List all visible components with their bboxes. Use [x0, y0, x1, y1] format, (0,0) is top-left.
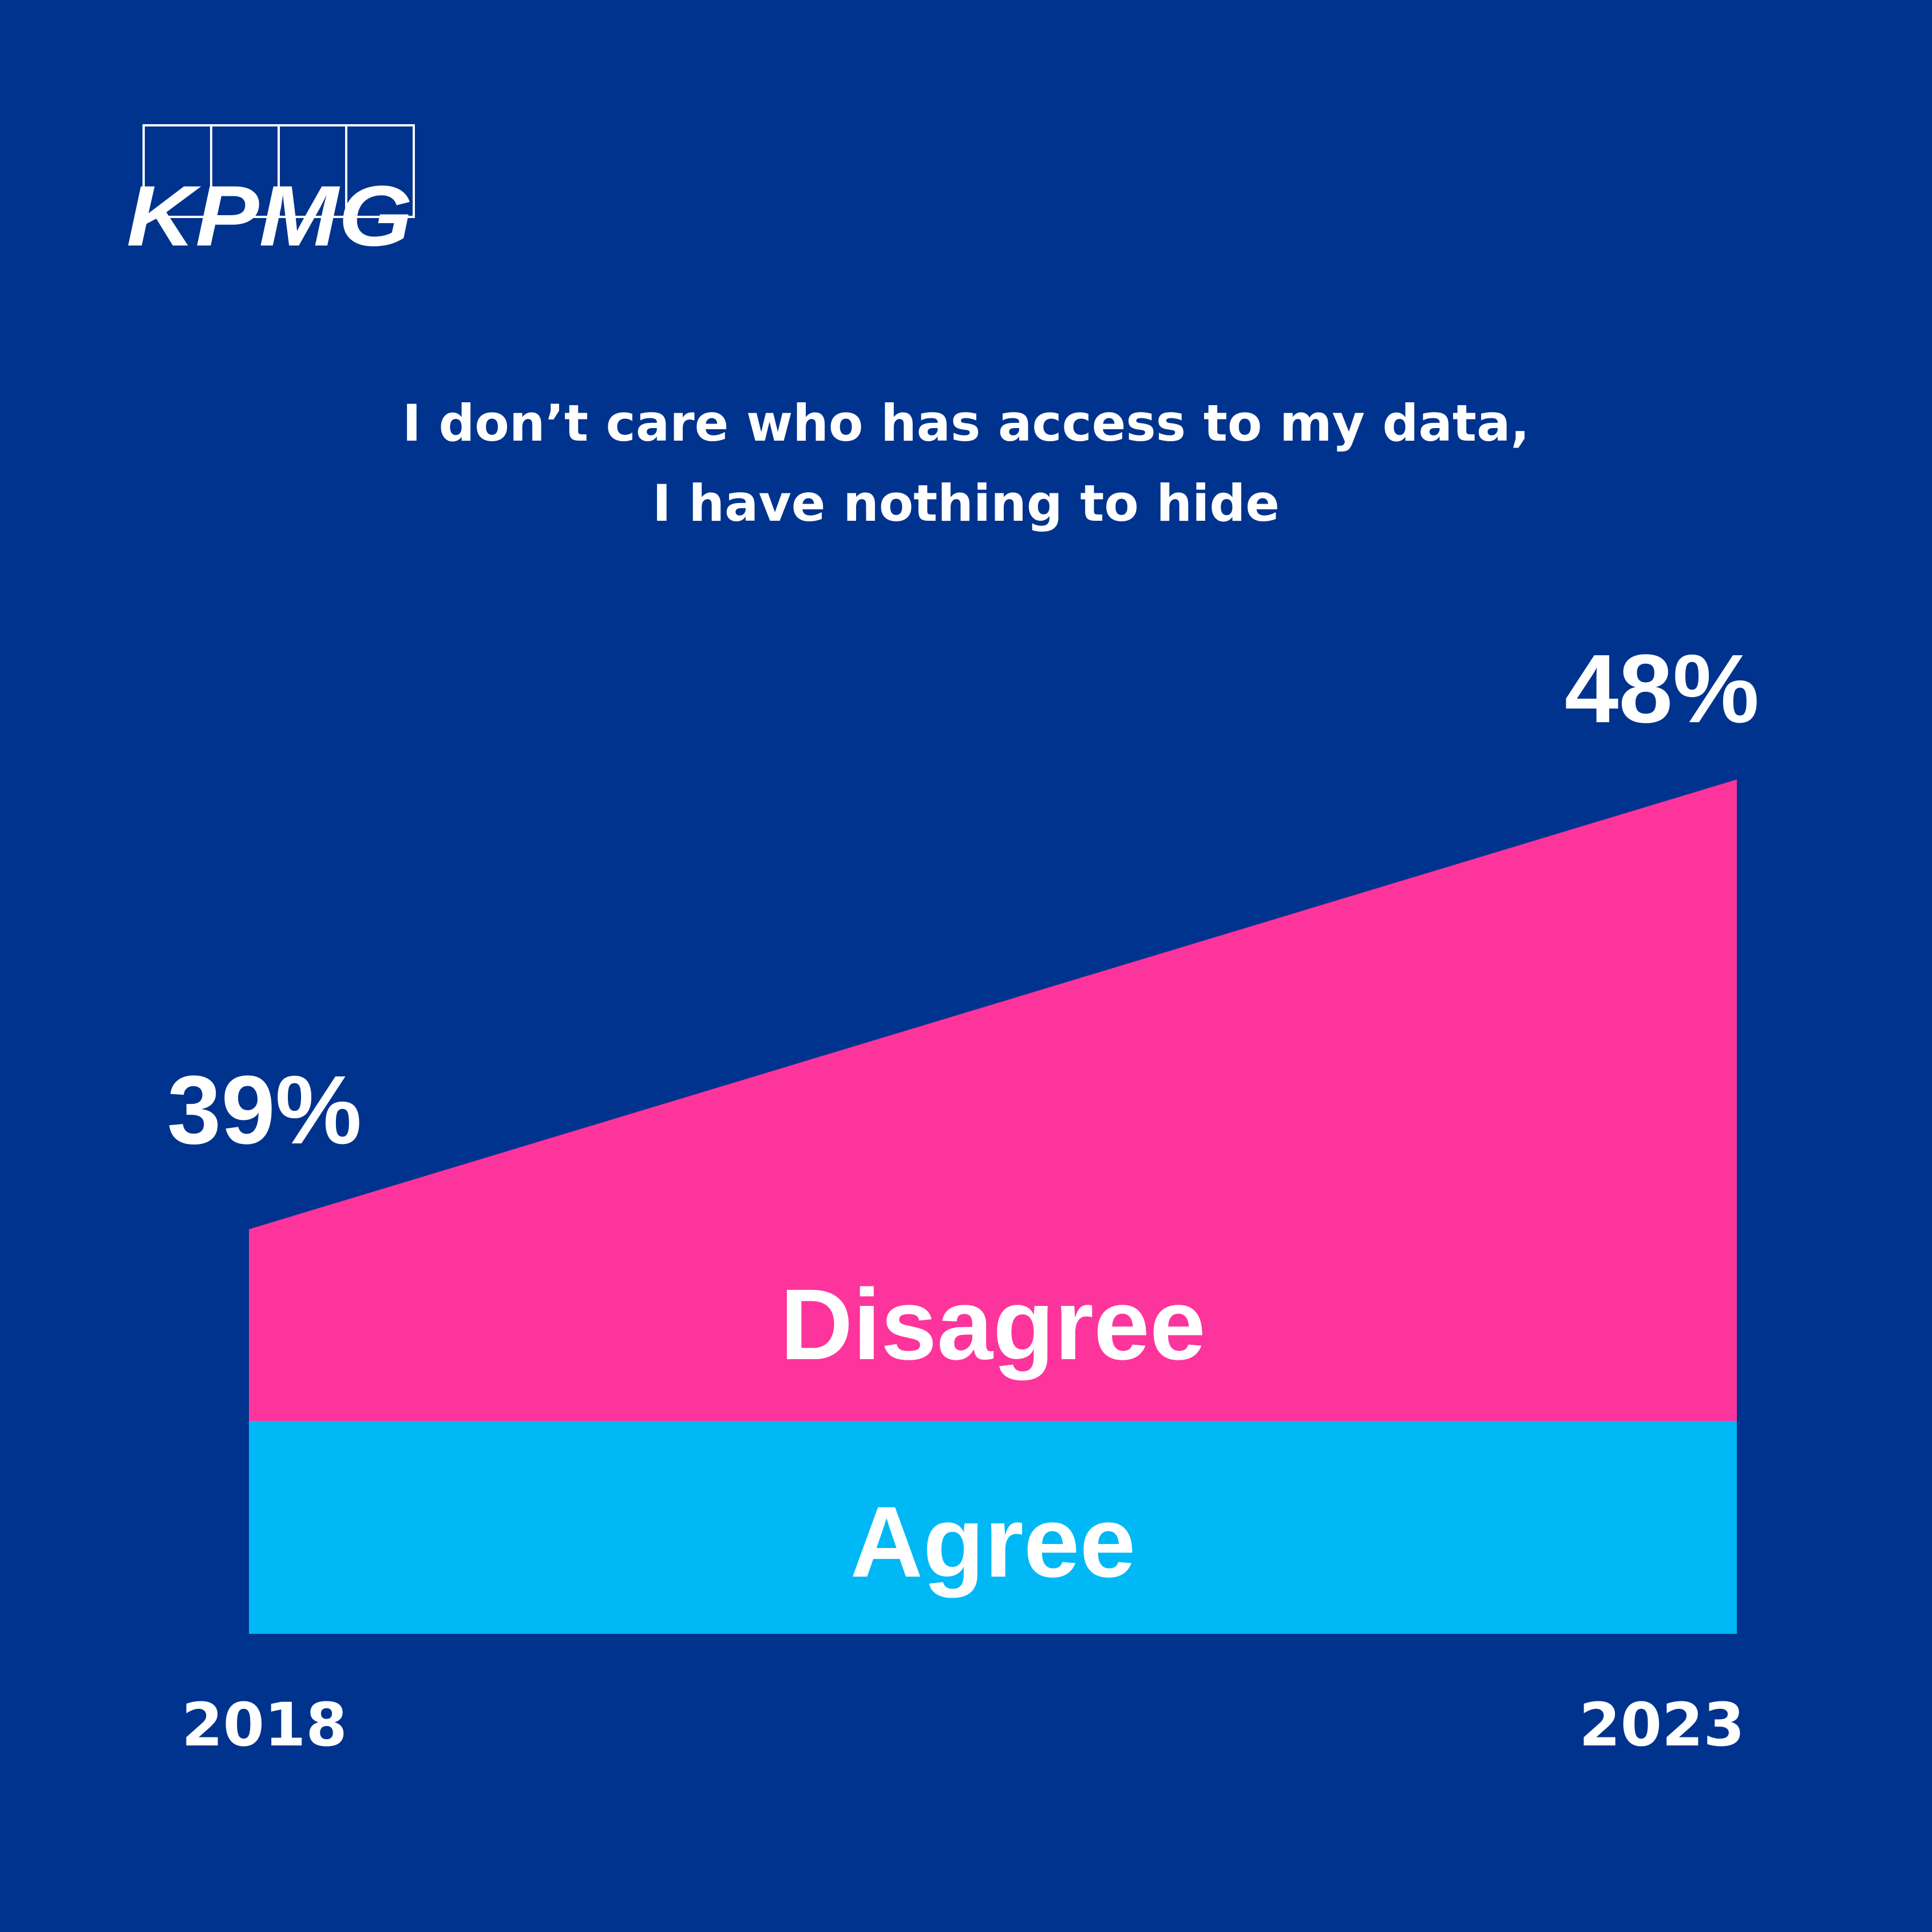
x-tick-2023: 2023	[1579, 1690, 1744, 1760]
value-label-2023: 48%	[1565, 635, 1759, 743]
kpmg-logo: KPMG	[126, 124, 415, 249]
disagree-series-label: Disagree	[780, 1269, 1206, 1381]
agree-series-label: Agree	[850, 1486, 1136, 1598]
title-line-1: I don’t care who has access to my data,	[402, 394, 1530, 453]
value-label-2018: 39%	[167, 1056, 362, 1165]
agree-area	[249, 1421, 1737, 1634]
disagree-area	[249, 779, 1737, 1421]
x-tick-2018: 2018	[181, 1690, 347, 1760]
kpmg-logo-text: KPMG	[126, 168, 413, 249]
title-line-2: I have nothing to hide	[652, 474, 1280, 533]
chart-title: I don’t care who has access to my data, …	[0, 383, 1932, 544]
